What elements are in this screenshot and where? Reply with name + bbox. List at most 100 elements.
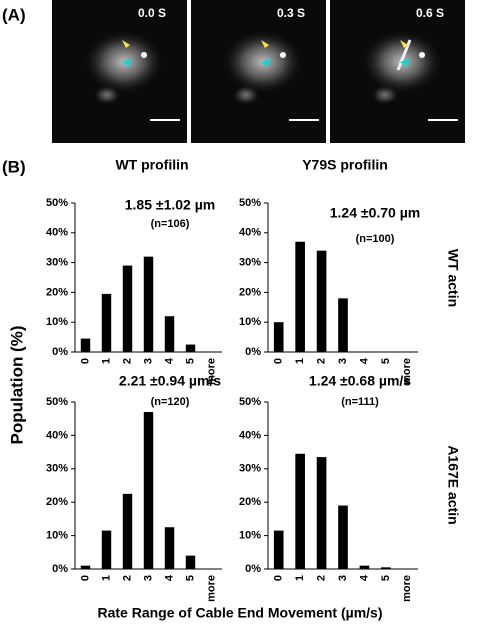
x-tick-label: more <box>205 575 217 602</box>
timestamp: 0.6 S <box>416 6 444 20</box>
y-tick-label: 40% <box>239 429 261 441</box>
arrow <box>400 58 410 67</box>
x-tick-label: 2 <box>315 358 327 364</box>
y-tick-label: 40% <box>46 227 68 239</box>
y-tick-label: 30% <box>239 463 261 475</box>
y-tick-label: 20% <box>46 286 68 298</box>
arrow <box>400 40 408 48</box>
bar <box>185 344 196 352</box>
y-tick-label: 0% <box>52 346 68 358</box>
x-tick-label: 4 <box>163 357 175 364</box>
x-tick-label: 3 <box>337 575 349 581</box>
y-tick-label: 50% <box>239 197 261 209</box>
x-tick-label: 3 <box>142 358 154 364</box>
y-axis-label: Population (%) <box>7 326 26 445</box>
x-tick-label: 0 <box>273 358 285 364</box>
x-tick-label: 4 <box>358 574 370 581</box>
x-tick-label: 2 <box>121 358 133 364</box>
panel-label: (A) <box>2 5 26 24</box>
annotation: 1.24 ±0.68 µm/s <box>309 373 411 389</box>
y-tick-label: 10% <box>239 316 261 328</box>
panel-label: (B) <box>2 157 26 176</box>
bar <box>101 530 112 569</box>
column-title: Y79S profilin <box>302 157 388 173</box>
y-tick-label: 50% <box>46 396 68 408</box>
x-tick-label: 1 <box>294 358 306 364</box>
y-tick-label: 40% <box>239 227 261 239</box>
bar <box>273 530 284 569</box>
annotation: 1.24 ±0.70 µm <box>330 205 420 221</box>
cell-glow <box>232 85 260 105</box>
y-tick-label: 20% <box>239 286 261 298</box>
bar <box>164 527 175 569</box>
annotation: (n=120) <box>151 396 190 408</box>
row-title: WT actin <box>445 249 461 307</box>
bar <box>122 265 133 352</box>
annotation: 2.21 ±0.94 µm/s <box>119 373 221 389</box>
y-tick-label: 0% <box>245 563 261 575</box>
x-tick-label: 2 <box>121 575 133 581</box>
x-tick-label: more <box>205 358 217 385</box>
bar <box>316 457 327 569</box>
bar <box>101 293 112 352</box>
y-tick-label: 0% <box>245 346 261 358</box>
column-title: WT profilin <box>115 157 188 173</box>
x-tick-label: 4 <box>358 357 370 364</box>
bar <box>316 250 327 352</box>
y-tick-label: 20% <box>239 496 261 508</box>
bar <box>338 298 348 352</box>
x-tick-label: more <box>401 358 413 385</box>
spot <box>141 52 147 58</box>
bar <box>295 241 305 352</box>
timestamp: 0.0 S <box>138 6 166 20</box>
arrow <box>122 40 130 48</box>
arrow <box>122 58 132 67</box>
x-tick-label: 5 <box>184 358 196 364</box>
y-tick-label: 30% <box>46 257 68 269</box>
annotation: (n=100) <box>356 233 395 245</box>
x-tick-label: 2 <box>315 575 327 581</box>
micrographs: 0.0 S 0.3 S 0.6 S <box>52 0 465 143</box>
x-tick-label: 5 <box>380 358 392 364</box>
x-tick-label: 5 <box>380 575 392 581</box>
arrow <box>261 40 269 48</box>
y-tick-label: 30% <box>239 257 261 269</box>
y-tick-label: 10% <box>46 530 68 542</box>
bar <box>122 493 133 569</box>
x-tick-label: 0 <box>79 358 91 364</box>
bar <box>273 322 284 352</box>
bar <box>295 453 305 569</box>
x-tick-label: 3 <box>337 358 349 364</box>
bar <box>80 565 91 569</box>
x-tick-label: 4 <box>163 574 175 581</box>
bar <box>338 505 348 569</box>
annotation: 1.85 ±1.02 µm <box>125 197 215 213</box>
annotation: (n=106) <box>151 218 190 230</box>
y-tick-label: 40% <box>46 429 68 441</box>
spot <box>280 52 286 58</box>
row-title: A167E actin <box>445 445 461 524</box>
y-tick-label: 10% <box>46 316 68 328</box>
x-tick-label: more <box>401 575 413 602</box>
bar <box>185 555 196 569</box>
x-axis-label: Rate Range of Cable End Movement (µm/s) <box>98 605 383 621</box>
arrow <box>261 58 271 67</box>
x-tick-label: 0 <box>79 575 91 581</box>
annotation: (n=111) <box>341 396 379 408</box>
timestamp: 0.3 S <box>277 6 305 20</box>
bar <box>164 316 175 352</box>
x-tick-label: 0 <box>273 575 285 581</box>
y-tick-label: 0% <box>52 563 68 575</box>
x-tick-label: 1 <box>294 575 306 581</box>
spot <box>419 52 425 58</box>
y-tick-label: 30% <box>46 463 68 475</box>
bar <box>143 412 154 569</box>
bar <box>381 567 391 569</box>
bar <box>143 256 154 352</box>
bar <box>359 565 370 569</box>
y-tick-label: 50% <box>239 396 261 408</box>
bar <box>80 338 91 352</box>
x-tick-label: 3 <box>142 575 154 581</box>
x-tick-label: 5 <box>184 575 196 581</box>
